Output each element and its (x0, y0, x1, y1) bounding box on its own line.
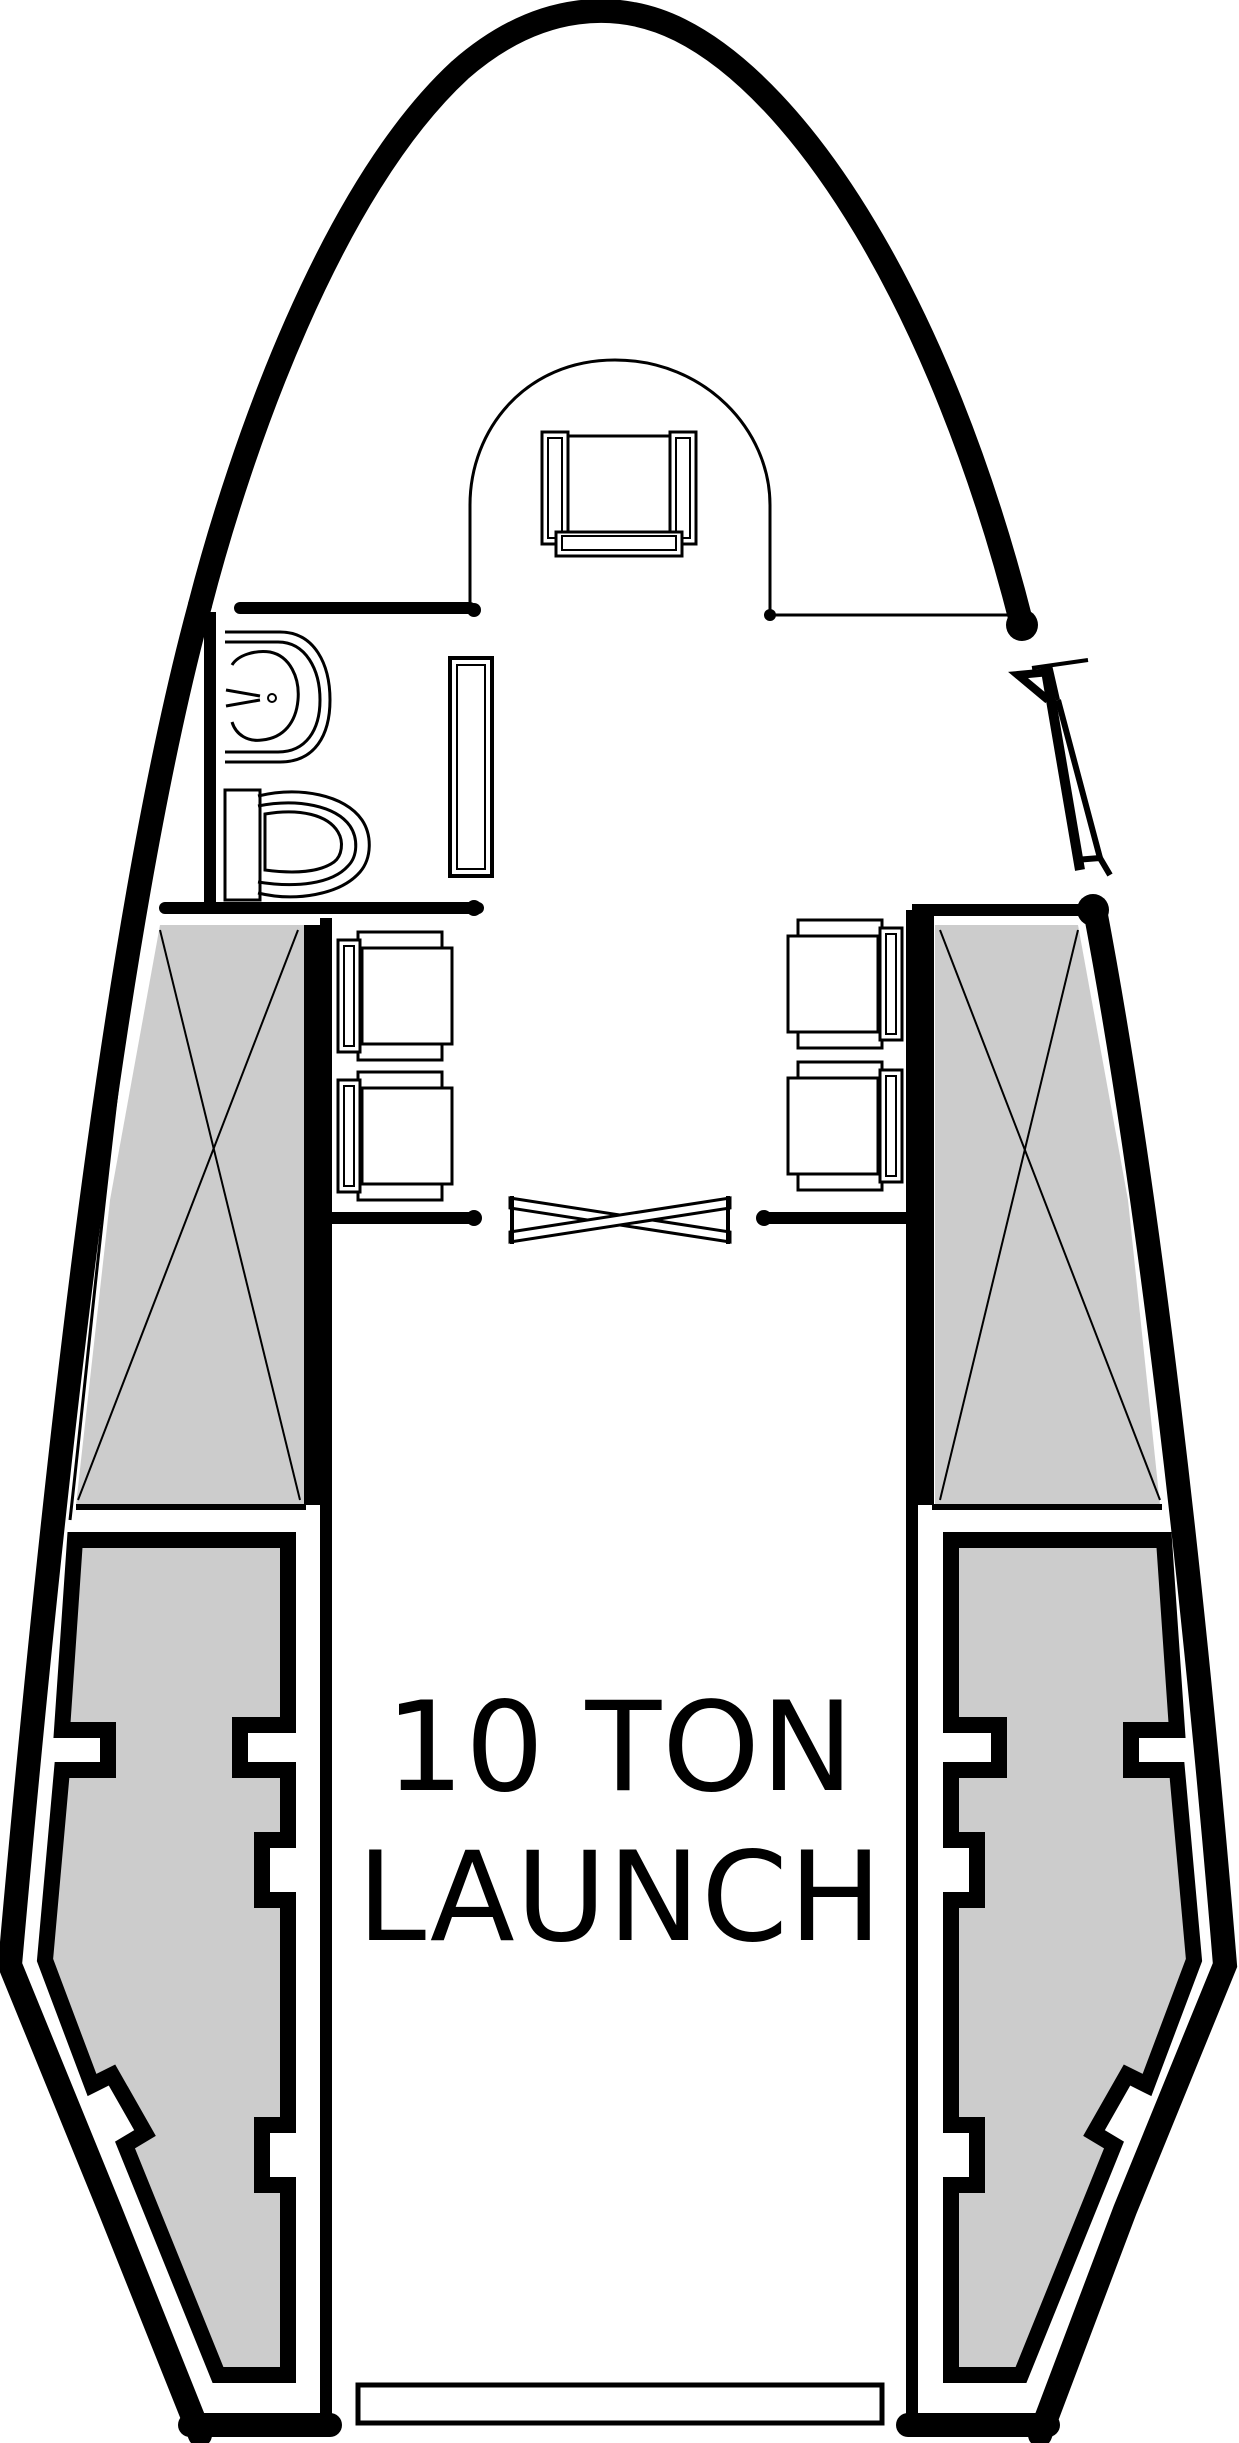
rear-ramp (355, 2382, 885, 2426)
passenger-seat (336, 1070, 454, 1202)
diagram-label-line2: LAUNCH (357, 1826, 883, 1970)
passenger-seats-left (336, 930, 454, 1202)
diagram-label-line1: 10 TON (385, 1676, 854, 1820)
cargo-bay-right (912, 910, 1162, 1510)
passenger-seat (786, 918, 904, 1050)
hull-hatch (1008, 658, 1113, 877)
cockpit-bulkhead (234, 358, 1010, 621)
washroom (159, 612, 484, 916)
engine-pod-left (36, 1532, 296, 2383)
console-panel (448, 656, 494, 878)
washroom-sink (225, 630, 332, 764)
cockpit-pilot-seat (540, 430, 698, 558)
passenger-seat (336, 930, 454, 1062)
engine-pod-right (943, 1532, 1203, 2383)
airlock-doors (508, 1196, 732, 1244)
cabin-walls (320, 904, 1095, 2435)
washroom-toilet (223, 788, 371, 902)
passenger-seats-right (786, 918, 904, 1192)
passenger-seat (786, 1060, 904, 1192)
